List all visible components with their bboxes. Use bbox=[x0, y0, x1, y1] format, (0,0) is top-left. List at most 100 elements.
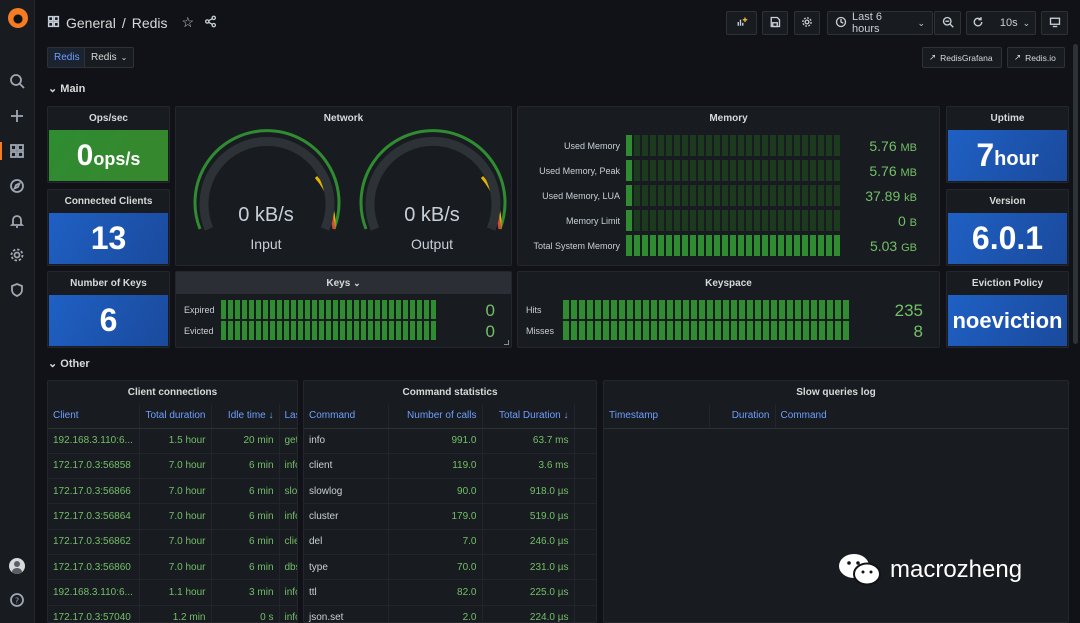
column-header[interactable]: Last bbox=[278, 404, 297, 429]
panel-title: Client connections bbox=[127, 387, 218, 398]
bar-segment bbox=[690, 185, 696, 206]
bar-segment bbox=[698, 185, 704, 206]
column-header[interactable]: Total Duration ↓ bbox=[481, 404, 574, 429]
link-redisgrafana[interactable]: ↗ RedisGrafana bbox=[922, 47, 1002, 68]
table-cell: 231.0 µs bbox=[481, 554, 574, 581]
table-body: 192.168.3.110:6... 1.5 hour 20 min get 172.1… bbox=[48, 428, 297, 622]
breadcrumb-dashboard[interactable]: Redis bbox=[131, 14, 168, 31]
bar-segment bbox=[675, 321, 681, 340]
uptime-value: 7 bbox=[976, 137, 995, 173]
bar-segment bbox=[826, 235, 832, 256]
bar-segment bbox=[658, 210, 664, 231]
table-cell: ttl bbox=[304, 579, 388, 606]
bar-segment bbox=[361, 321, 366, 340]
time-range-picker[interactable]: Last 6 hours ⌄ bbox=[827, 11, 933, 35]
table-cell: dbs bbox=[278, 554, 297, 581]
bar-segment bbox=[722, 135, 728, 156]
refresh-picker[interactable]: 10s ⌄ bbox=[966, 11, 1036, 35]
configuration-gear-icon[interactable] bbox=[8, 246, 26, 264]
bar-segment bbox=[611, 321, 617, 340]
bar-segment bbox=[650, 160, 656, 181]
alerting-bell-icon[interactable] bbox=[8, 212, 26, 230]
panel-title: Slow queries log bbox=[796, 387, 876, 398]
bar-segment bbox=[810, 135, 816, 156]
table-cell: get bbox=[278, 428, 297, 454]
save-dashboard-button[interactable] bbox=[762, 11, 788, 35]
page-scrollbar[interactable] bbox=[1073, 44, 1078, 344]
table-cell: 192.168.3.110:6... bbox=[48, 579, 139, 606]
column-header[interactable]: Number of calls bbox=[387, 404, 482, 429]
bar-segment bbox=[722, 235, 728, 256]
bar-segment bbox=[382, 321, 387, 340]
column-header[interactable]: Timestamp bbox=[604, 404, 709, 429]
bar-segment bbox=[819, 321, 825, 340]
link-redisgrafana-label: RedisGrafana bbox=[940, 52, 993, 63]
explore-compass-icon[interactable] bbox=[8, 177, 26, 195]
bar-segment bbox=[802, 135, 808, 156]
table-cell: 3.6 ms bbox=[481, 453, 574, 480]
bar-segment bbox=[270, 300, 275, 319]
column-header[interactable]: Command bbox=[774, 404, 1068, 429]
table-cell: 172.17.0.3:56866 bbox=[48, 478, 139, 505]
ops-stat-value: 0 ops/s bbox=[49, 130, 168, 181]
column-header[interactable]: Command bbox=[304, 404, 388, 429]
bar-segment bbox=[603, 321, 609, 340]
table-cell: info bbox=[304, 428, 388, 454]
create-plus-icon[interactable] bbox=[8, 107, 26, 125]
share-icon[interactable] bbox=[204, 15, 217, 31]
dashboard-settings-button[interactable] bbox=[794, 11, 820, 35]
bar-segment bbox=[635, 300, 641, 319]
panel-title: Connected Clients bbox=[64, 196, 153, 207]
link-redisio[interactable]: ↗ Redis.io bbox=[1007, 47, 1065, 68]
help-icon[interactable]: ? bbox=[8, 591, 26, 609]
tv-mode-button[interactable] bbox=[1041, 11, 1068, 35]
column-header[interactable]: Duration bbox=[708, 404, 775, 429]
bar-segment bbox=[682, 135, 688, 156]
column-header[interactable]: Client bbox=[48, 404, 139, 429]
bar-segment bbox=[659, 300, 665, 319]
star-icon[interactable]: ☆ bbox=[181, 14, 195, 30]
bar-segment bbox=[826, 185, 832, 206]
external-link-icon: ↗ bbox=[929, 52, 937, 62]
bar-segment bbox=[626, 135, 632, 156]
table-cell: slo bbox=[278, 478, 297, 505]
bar-segment bbox=[706, 235, 712, 256]
row-other[interactable]: ⌄ Other bbox=[48, 357, 90, 370]
add-panel-button[interactable] bbox=[726, 11, 757, 35]
grafana-logo-icon[interactable] bbox=[8, 8, 28, 28]
bar-segment bbox=[340, 300, 345, 319]
gauge-output bbox=[359, 129, 507, 231]
bar-segment bbox=[242, 300, 247, 319]
table-cell-empty bbox=[573, 453, 596, 480]
keyspace-value: 235 bbox=[894, 301, 923, 320]
bar-segment bbox=[626, 185, 632, 206]
panel-title: Version bbox=[989, 196, 1026, 207]
resize-handle[interactable] bbox=[504, 340, 509, 345]
search-icon[interactable] bbox=[8, 72, 26, 90]
bar-segment bbox=[755, 300, 761, 319]
column-header[interactable]: Idle time ↓ bbox=[210, 404, 279, 429]
bar-segment bbox=[690, 210, 696, 231]
column-header[interactable]: Total duration bbox=[138, 404, 211, 429]
table-cell: json.set bbox=[304, 605, 388, 622]
admin-shield-icon[interactable] bbox=[8, 281, 26, 299]
bar-segment bbox=[786, 160, 792, 181]
bar-segment bbox=[747, 321, 753, 340]
panel-header-hover[interactable] bbox=[176, 272, 511, 294]
bar-segment bbox=[228, 300, 233, 319]
bar-segment bbox=[834, 135, 840, 156]
keys-count-value: 6 bbox=[99, 302, 118, 338]
bar-segment bbox=[827, 300, 833, 319]
bar-segment bbox=[818, 185, 824, 206]
user-avatar-icon[interactable] bbox=[8, 557, 26, 575]
panel-title[interactable]: Keys ⌄ bbox=[176, 278, 511, 289]
dashboards-icon[interactable] bbox=[8, 142, 26, 160]
breadcrumb-folder[interactable]: General bbox=[66, 14, 116, 31]
bar-segment bbox=[650, 185, 656, 206]
monitor-icon bbox=[1049, 16, 1061, 31]
zoom-out-button[interactable] bbox=[934, 11, 961, 35]
bar-segment bbox=[284, 321, 289, 340]
bar-segment bbox=[595, 321, 601, 340]
redis-variable-select[interactable]: Redis ⌄ bbox=[84, 47, 134, 68]
row-main[interactable]: ⌄ Main bbox=[48, 82, 85, 95]
